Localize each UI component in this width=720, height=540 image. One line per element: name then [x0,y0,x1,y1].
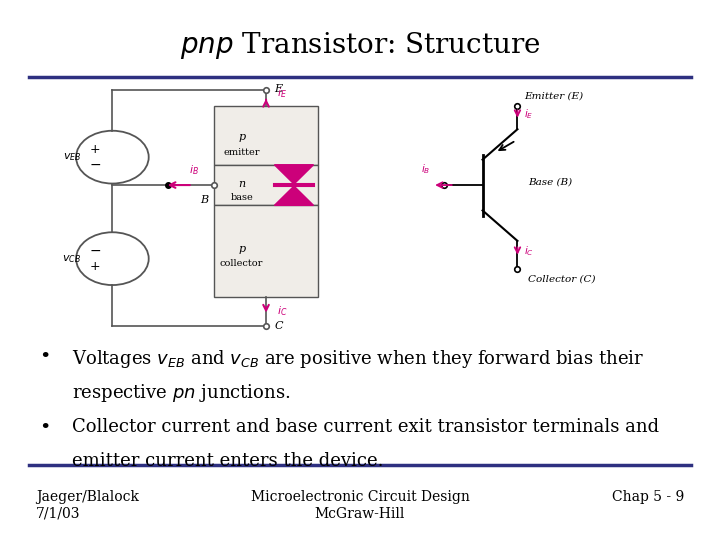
Text: E: E [274,84,282,94]
Text: C: C [274,321,283,330]
Text: respective $\mathit{pn}$ junctions.: respective $\mathit{pn}$ junctions. [72,382,290,404]
Text: $i_B$: $i_B$ [189,164,199,178]
Polygon shape [274,186,313,205]
Text: p: p [238,132,245,142]
Text: $i_C$: $i_C$ [276,305,287,318]
Text: $i_E$: $i_E$ [524,107,534,121]
Text: emitter current enters the device.: emitter current enters the device. [72,452,384,470]
Text: $v_{CB}$: $v_{CB}$ [63,253,81,265]
Text: $i_C$: $i_C$ [524,244,534,258]
Text: Chap 5 - 9: Chap 5 - 9 [612,490,684,504]
Text: +: + [89,143,100,156]
Text: $i_B$: $i_B$ [420,162,430,176]
Text: •: • [40,348,51,366]
Text: Collector current and base current exit transistor terminals and: Collector current and base current exit … [72,418,659,436]
Text: Jaeger/Blalock
7/1/03: Jaeger/Blalock 7/1/03 [36,490,139,521]
Text: −: − [89,244,101,258]
Bar [214,106,318,165]
Text: B: B [200,195,209,205]
Text: p: p [238,244,245,253]
Text: n: n [238,179,245,188]
Text: +: + [89,260,100,273]
Text: Emitter (E): Emitter (E) [524,92,584,101]
Text: Base (B): Base (B) [528,178,572,187]
Text: Voltages $v_{EB}$ and $v_{CB}$ are positive when they forward bias their: Voltages $v_{EB}$ and $v_{CB}$ are posit… [72,348,644,370]
Polygon shape [274,165,313,184]
Bar [214,165,318,205]
Text: emitter: emitter [223,147,260,157]
Text: −: − [89,158,101,172]
Text: collector: collector [220,259,264,268]
Text: $v_{EB}$: $v_{EB}$ [63,151,81,163]
Text: Collector (C): Collector (C) [528,274,595,284]
Text: •: • [40,418,51,436]
Text: Microelectronic Circuit Design
McGraw-Hill: Microelectronic Circuit Design McGraw-Hi… [251,490,469,521]
Text: $\mathit{pnp}$ Transistor: Structure: $\mathit{pnp}$ Transistor: Structure [180,30,540,60]
Text: base: base [230,193,253,202]
Text: $i_E$: $i_E$ [276,86,287,100]
Bar [214,205,318,297]
